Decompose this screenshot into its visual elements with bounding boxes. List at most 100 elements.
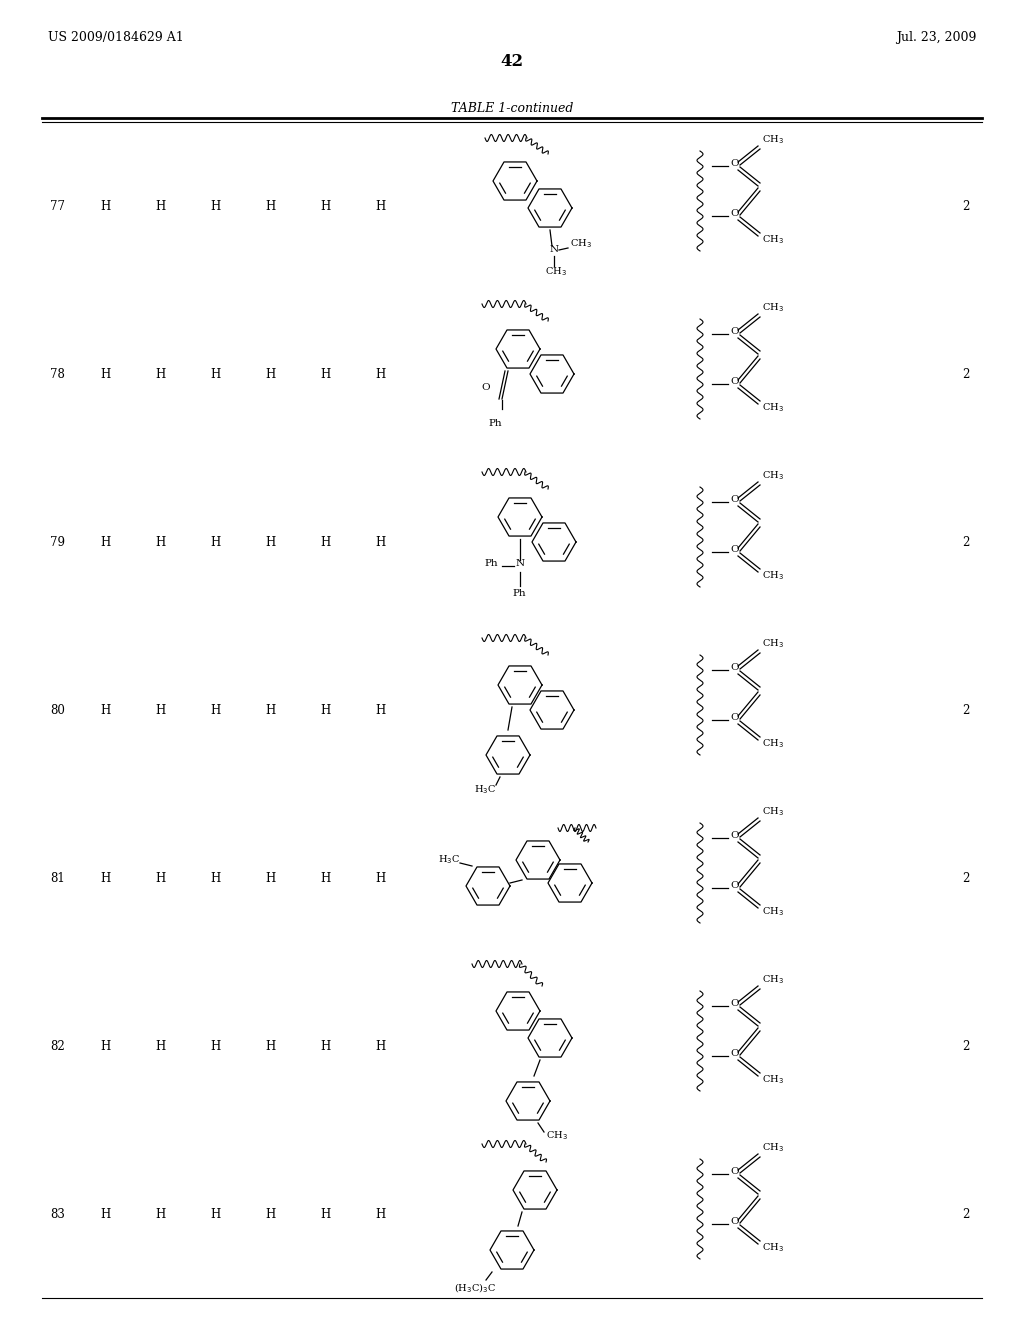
Text: H: H [375, 199, 385, 213]
Text: H: H [155, 199, 165, 213]
Text: CH$_3$: CH$_3$ [546, 1130, 568, 1142]
Text: O: O [730, 1048, 738, 1057]
Text: H: H [210, 1208, 220, 1221]
Text: Jul. 23, 2009: Jul. 23, 2009 [896, 32, 976, 45]
Text: H: H [375, 367, 385, 380]
Text: 2: 2 [963, 1040, 970, 1052]
Text: CH$_3$: CH$_3$ [762, 570, 783, 582]
Text: CH$_3$: CH$_3$ [545, 265, 567, 279]
Text: TABLE 1-continued: TABLE 1-continued [451, 102, 573, 115]
Text: H: H [100, 367, 111, 380]
Text: H: H [100, 1208, 111, 1221]
Text: 2: 2 [963, 367, 970, 380]
Text: Ph: Ph [488, 420, 502, 429]
Text: O: O [730, 880, 738, 890]
Text: H: H [155, 1208, 165, 1221]
Text: H: H [210, 871, 220, 884]
Text: H: H [319, 704, 330, 717]
Text: 2: 2 [963, 199, 970, 213]
Text: CH$_3$: CH$_3$ [762, 301, 783, 314]
Text: CH$_3$: CH$_3$ [762, 974, 783, 986]
Text: Ph: Ph [484, 560, 498, 569]
Text: H: H [319, 367, 330, 380]
Text: 79: 79 [50, 536, 65, 549]
Text: (H$_3$C)$_3$C: (H$_3$C)$_3$C [454, 1282, 496, 1295]
Text: 2: 2 [963, 1208, 970, 1221]
Text: CH$_3$: CH$_3$ [762, 401, 783, 414]
Text: H: H [265, 1040, 275, 1052]
Text: O: O [730, 663, 738, 672]
Text: H: H [155, 367, 165, 380]
Text: 2: 2 [963, 704, 970, 717]
Text: H: H [319, 536, 330, 549]
Text: H: H [265, 704, 275, 717]
Text: O: O [730, 544, 738, 553]
Text: O: O [730, 326, 738, 335]
Text: O: O [730, 1167, 738, 1176]
Text: O: O [730, 376, 738, 385]
Text: CH$_3$: CH$_3$ [762, 638, 783, 651]
Text: H: H [100, 1040, 111, 1052]
Text: H: H [210, 1040, 220, 1052]
Text: 78: 78 [50, 367, 65, 380]
Text: H: H [265, 199, 275, 213]
Text: O: O [730, 209, 738, 218]
Text: N: N [550, 246, 558, 255]
Text: H: H [155, 1040, 165, 1052]
Text: 83: 83 [50, 1208, 65, 1221]
Text: 82: 82 [50, 1040, 65, 1052]
Text: H: H [375, 871, 385, 884]
Text: 80: 80 [50, 704, 65, 717]
Text: H: H [155, 871, 165, 884]
Text: CH$_3$: CH$_3$ [762, 133, 783, 147]
Text: O: O [730, 158, 738, 168]
Text: CH$_3$: CH$_3$ [762, 805, 783, 818]
Text: H: H [155, 536, 165, 549]
Text: H: H [210, 704, 220, 717]
Text: CH$_3$: CH$_3$ [762, 906, 783, 919]
Text: H: H [265, 871, 275, 884]
Text: O: O [730, 830, 738, 840]
Text: N: N [515, 560, 524, 569]
Text: H$_3$C: H$_3$C [438, 854, 460, 866]
Text: H: H [100, 536, 111, 549]
Text: CH$_3$: CH$_3$ [762, 234, 783, 247]
Text: H: H [100, 199, 111, 213]
Text: O: O [730, 713, 738, 722]
Text: H$_3$C: H$_3$C [474, 784, 496, 796]
Text: H: H [210, 536, 220, 549]
Text: 2: 2 [963, 536, 970, 549]
Text: H: H [210, 199, 220, 213]
Text: H: H [319, 1040, 330, 1052]
Text: H: H [210, 367, 220, 380]
Text: Ph: Ph [512, 590, 525, 598]
Text: H: H [155, 704, 165, 717]
Text: H: H [375, 1208, 385, 1221]
Text: 2: 2 [963, 871, 970, 884]
Text: 81: 81 [50, 871, 65, 884]
Text: H: H [100, 704, 111, 717]
Text: H: H [265, 1208, 275, 1221]
Text: H: H [319, 1208, 330, 1221]
Text: H: H [265, 536, 275, 549]
Text: H: H [319, 871, 330, 884]
Text: CH$_3$: CH$_3$ [762, 738, 783, 750]
Text: H: H [375, 536, 385, 549]
Text: US 2009/0184629 A1: US 2009/0184629 A1 [48, 32, 183, 45]
Text: H: H [100, 871, 111, 884]
Text: CH$_3$: CH$_3$ [762, 1242, 783, 1254]
Text: CH$_3$: CH$_3$ [570, 238, 592, 251]
Text: 77: 77 [50, 199, 65, 213]
Text: H: H [319, 199, 330, 213]
Text: CH$_3$: CH$_3$ [762, 470, 783, 482]
Text: O: O [481, 384, 490, 392]
Text: O: O [730, 998, 738, 1007]
Text: H: H [375, 704, 385, 717]
Text: CH$_3$: CH$_3$ [762, 1142, 783, 1155]
Text: H: H [375, 1040, 385, 1052]
Text: O: O [730, 1217, 738, 1225]
Text: H: H [265, 367, 275, 380]
Text: 42: 42 [501, 54, 523, 70]
Text: CH$_3$: CH$_3$ [762, 1073, 783, 1086]
Text: O: O [730, 495, 738, 503]
